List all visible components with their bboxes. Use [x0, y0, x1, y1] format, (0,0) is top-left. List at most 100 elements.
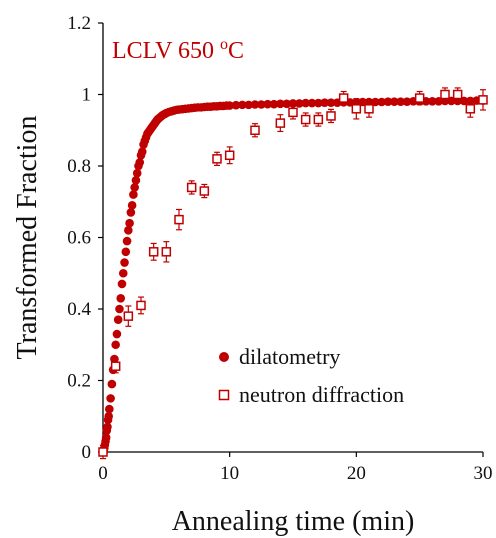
dilatometry-point: [104, 411, 113, 421]
dilatometry-point: [250, 100, 260, 109]
dilatometry-point: [269, 99, 279, 109]
chart-title-superscript: o: [220, 36, 228, 53]
dilatometry-point: [314, 98, 323, 108]
dilatometry-point: [137, 147, 147, 156]
dilatometry-point: [101, 433, 111, 443]
neutron-diffraction-point: [326, 111, 336, 121]
dilatometry-point: [225, 101, 234, 110]
dilatometry-point: [116, 293, 126, 303]
dilatometry-point: [320, 98, 329, 108]
dilatometry-point: [231, 100, 241, 110]
y-tick-label: 1: [82, 85, 92, 106]
chart-title-main: LCLV 650: [112, 38, 220, 64]
dilatometry-point: [105, 404, 114, 414]
neutron-diffraction-point: [465, 104, 476, 114]
dilatometry-point: [103, 422, 112, 432]
neutron-diffraction-point: [364, 104, 374, 114]
chart-title: LCLV 650 oC: [112, 36, 244, 64]
dilatometry-point: [121, 247, 131, 257]
x-axis-title: Annealing time (min): [172, 506, 415, 537]
series-dilatometry: [99, 96, 488, 457]
dilatometry-point: [390, 97, 399, 106]
neutron-diffraction-point: [148, 247, 159, 257]
dilatometry-point: [307, 98, 317, 108]
dilatometry-point: [127, 201, 137, 210]
dilatometry-point: [135, 158, 145, 167]
dilatometry-point: [117, 279, 127, 289]
neutron-diffraction-point: [110, 361, 121, 371]
dilatometry-point: [396, 97, 405, 106]
x-tick-label: 30: [474, 463, 493, 484]
legend-label-neutron-diffraction: neutron diffraction: [239, 382, 404, 407]
neutron-diffraction-point: [123, 311, 134, 321]
neutron-diffraction-point: [478, 95, 488, 105]
dilatometry-point: [115, 304, 124, 314]
series-neutron-diffraction: [98, 87, 488, 460]
dilatometry-point: [124, 226, 133, 235]
dilatometry-point: [238, 100, 247, 110]
legend-marker-neutron-diffraction: [218, 389, 230, 401]
dilatometry-point: [120, 258, 129, 267]
neutron-diffraction-point: [224, 150, 235, 161]
dilatometry-point: [130, 183, 139, 192]
y-tick-label: 0.6: [67, 228, 91, 249]
neutron-diffraction-point: [452, 89, 463, 100]
y-tick-label: 0.4: [67, 299, 91, 320]
neutron-diffraction-point: [212, 154, 222, 164]
neutron-diffraction-point: [199, 186, 210, 196]
neutron-diffraction-point: [338, 93, 349, 103]
dilatometry-point: [257, 100, 266, 109]
neutron-diffraction-point: [250, 125, 260, 135]
legend-marker-dilatometry: [219, 352, 229, 362]
neutron-diffraction-point: [161, 247, 172, 257]
dilatometry-point: [295, 99, 304, 108]
dilatometry-point: [106, 394, 115, 403]
dilatometry-point: [122, 236, 132, 246]
y-tick-label: 0.8: [67, 156, 91, 177]
chart-title-unit: C: [228, 38, 244, 64]
dilatometry-point: [428, 96, 437, 106]
dilatometry-point: [132, 168, 142, 178]
neutron-diffraction-point: [186, 182, 197, 193]
neutron-diffraction-point: [313, 114, 324, 125]
dilatometry-point: [131, 176, 141, 185]
legend-label-dilatometry: dilatometry: [239, 344, 340, 369]
neutron-diffraction-point: [275, 118, 286, 128]
dilatometry-point: [276, 99, 285, 109]
neutron-diffraction-point: [351, 104, 362, 114]
dilatometry-point: [129, 190, 138, 199]
x-tick-label: 0: [98, 463, 108, 484]
y-tick-label: 1.2: [67, 13, 91, 34]
dilatometry-point: [383, 97, 393, 106]
neutron-diffraction-point: [136, 300, 146, 311]
x-tick-label: 20: [347, 463, 366, 484]
dilatometry-point: [282, 99, 291, 109]
dilatometry-point: [107, 379, 117, 389]
y-axis-title: Transformed Fraction: [12, 116, 43, 360]
dilatometry-point: [125, 218, 134, 228]
neutron-diffraction-point: [98, 447, 108, 457]
neutron-diffraction-point: [440, 89, 450, 100]
dilatometry-point: [126, 208, 136, 217]
dilatometry-point: [112, 329, 122, 339]
dilatometry-point: [263, 99, 272, 109]
x-tick-label: 10: [220, 463, 239, 484]
neutron-diffraction-point: [414, 93, 425, 103]
dilatometry-point: [244, 100, 253, 110]
y-tick-label: 0.2: [67, 371, 91, 392]
dilatometry-point: [377, 97, 386, 107]
neutron-diffraction-point: [288, 107, 298, 118]
dilatometry-point: [326, 98, 336, 108]
dilatometry-point: [111, 340, 120, 350]
legend: dilatometry neutron diffraction: [218, 344, 404, 407]
neutron-diffraction-point: [174, 214, 184, 225]
dilatometry-point: [118, 268, 128, 278]
dilatometry-point: [113, 315, 123, 325]
neutron-diffraction-point: [300, 114, 311, 125]
dilatometry-point: [402, 97, 412, 106]
dilatometry-point: [301, 98, 310, 108]
plot-layer: 0 0.2 0.4 0.6 0.8 1 1.2 0 10 20 30 Annealing time (…: [12, 13, 493, 537]
y-tick-label: 0: [82, 442, 92, 463]
